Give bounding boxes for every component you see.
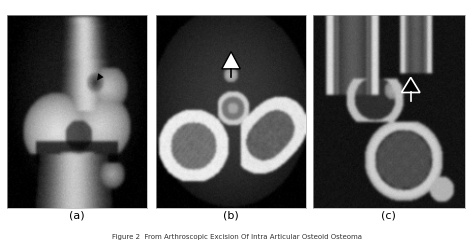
X-axis label: (c): (c) bbox=[381, 211, 396, 221]
Polygon shape bbox=[401, 77, 420, 92]
X-axis label: (a): (a) bbox=[69, 211, 85, 221]
Text: Figure 2  From Arthroscopic Excision Of Intra Articular Osteoid Osteoma: Figure 2 From Arthroscopic Excision Of I… bbox=[112, 234, 362, 240]
Polygon shape bbox=[222, 52, 240, 69]
X-axis label: (b): (b) bbox=[223, 211, 239, 221]
